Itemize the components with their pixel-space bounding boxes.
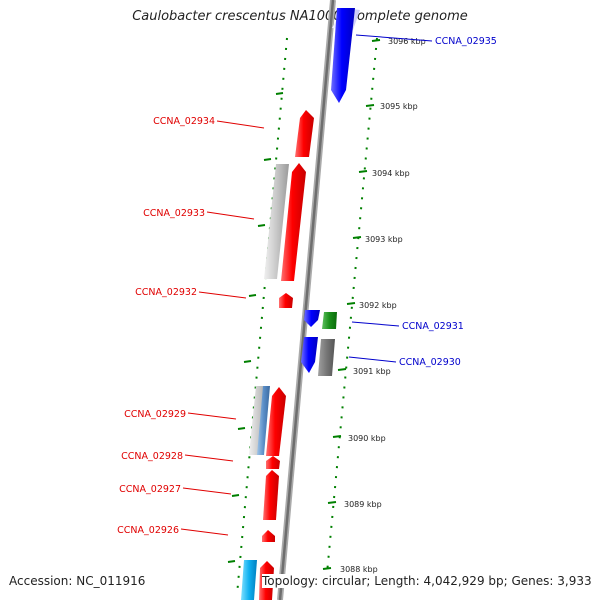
gene-ccna-02929-steel [257, 386, 270, 455]
gene-label-ccna-02930[interactable]: CCNA_02930 [399, 357, 461, 368]
accession-label: Accession: NC_011916 [9, 574, 146, 588]
tick-labels: 3096 kbp 3095 kbp 3094 kbp 3093 kbp 3092… [340, 37, 426, 574]
tick-mark [371, 39, 381, 42]
gene-labels: CCNA_02935 CCNA_02934 CCNA_02933 CCNA_02… [117, 36, 497, 536]
tick-mark [322, 567, 332, 570]
gene-label-ccna-02928[interactable]: CCNA_02928 [121, 451, 183, 462]
gene-ccna-02927-arrow[interactable] [263, 470, 279, 520]
outer-ring-left [236, 37, 288, 596]
topology-label: Topology: circular; Length: 4,042,929 bp… [262, 574, 592, 588]
tick-mark [227, 560, 236, 563]
tick-mark [248, 294, 257, 297]
tick-mark [346, 302, 356, 305]
tick-mark [231, 494, 240, 497]
tick-label: 3089 kbp [344, 500, 382, 509]
tick-label: 3088 kbp [340, 565, 378, 574]
tick-mark [257, 224, 266, 227]
gene-ccna-02933-arrow[interactable] [281, 163, 306, 281]
tick-mark [365, 104, 375, 107]
gene-ccna-02932-arrow[interactable] [279, 293, 293, 308]
callout-ccna-02927 [182, 487, 232, 495]
tick-label: 3092 kbp [359, 301, 397, 310]
callout-ccna-02929 [187, 412, 237, 420]
callout-ccna-02930 [348, 356, 397, 363]
map-title: Caulobacter crescentus NA1000, complete … [132, 9, 468, 24]
gene-ccna-02931-other [322, 312, 337, 329]
tick-mark [275, 92, 284, 95]
gene-ccna-02933-neighbor [264, 164, 289, 279]
callout-ccna-02935 [355, 34, 433, 42]
gene-ccna-02930-arrow[interactable] [301, 337, 318, 373]
gene-label-ccna-02933[interactable]: CCNA_02933 [143, 208, 205, 219]
callout-ccna-02932 [198, 291, 247, 299]
tick-mark [352, 236, 362, 239]
tick-label: 3091 kbp [353, 367, 391, 376]
tick-mark [358, 170, 368, 173]
gene-ccna-02929-arrow[interactable] [266, 387, 286, 456]
tick-mark [263, 158, 272, 161]
gene-label-ccna-02929[interactable]: CCNA_02929 [124, 409, 186, 420]
gene-ccna-02935-arrow[interactable] [331, 8, 355, 103]
gene-label-ccna-02931[interactable]: CCNA_02931 [402, 321, 464, 332]
tick-label: 3095 kbp [380, 102, 418, 111]
tick-mark [243, 360, 252, 363]
gene-ccna-02934-arrow[interactable] [295, 110, 314, 157]
tick-marks-left [227, 92, 284, 563]
callout-ccna-02926 [180, 528, 229, 536]
tick-mark [332, 435, 342, 438]
callout-lines [180, 34, 433, 536]
callout-ccna-02934 [216, 120, 265, 129]
callout-ccna-02933 [206, 211, 255, 220]
gene-ccna-02931-arrow[interactable] [304, 310, 320, 327]
tick-mark [237, 427, 246, 430]
tick-label: 3096 kbp [388, 37, 426, 46]
gene-label-ccna-02934[interactable]: CCNA_02934 [153, 116, 215, 127]
gene-ccna-02930-neighbor [318, 339, 335, 376]
callout-ccna-02928 [184, 454, 234, 462]
gene-ccna-02928-arrow[interactable] [266, 456, 280, 469]
genome-backbone-core [278, 0, 335, 600]
gene-label-ccna-02926[interactable]: CCNA_02926 [117, 525, 179, 536]
tick-mark [327, 501, 337, 504]
tick-label: 3090 kbp [348, 434, 386, 443]
tick-marks [322, 39, 381, 570]
tick-mark [337, 368, 347, 371]
callout-ccna-02931 [351, 321, 400, 327]
tick-label: 3094 kbp [372, 169, 410, 178]
gene-label-ccna-02932[interactable]: CCNA_02932 [135, 287, 197, 298]
gene-ccna-02926-arrow[interactable] [262, 530, 275, 542]
tick-label: 3093 kbp [365, 235, 403, 244]
bottom-feature-cyan [241, 560, 257, 600]
gene-label-ccna-02927[interactable]: CCNA_02927 [119, 484, 181, 495]
gene-label-ccna-02935[interactable]: CCNA_02935 [435, 36, 497, 47]
